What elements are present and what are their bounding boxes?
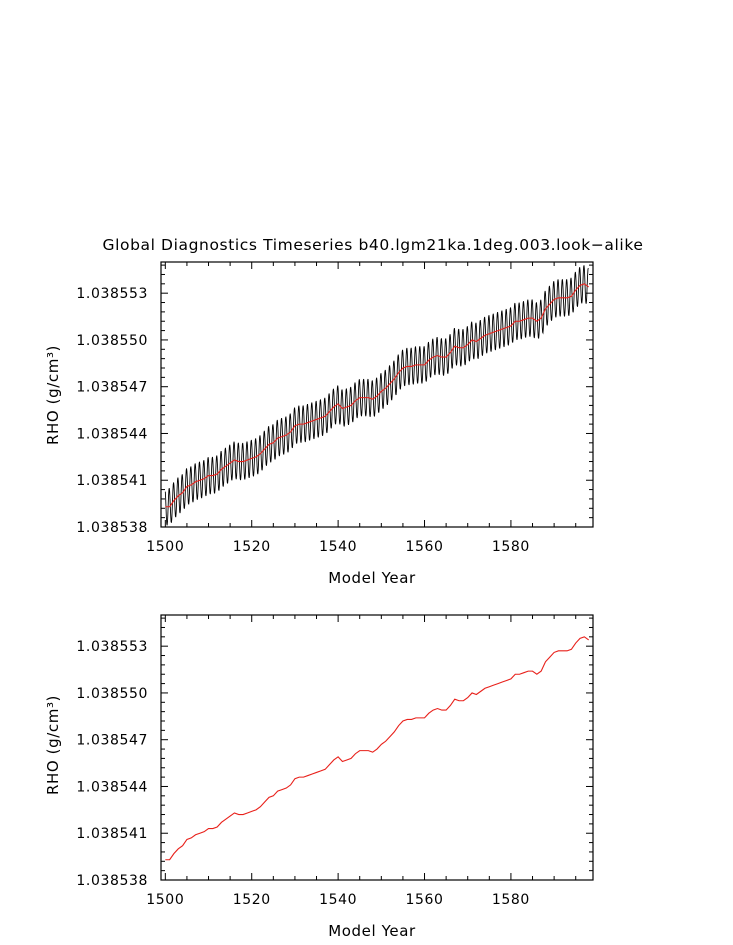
x-tick-label: 1540: [319, 892, 357, 908]
y-axis-label: RHO (g/cm³): [44, 345, 62, 445]
y-tick-label: 1.038541: [76, 473, 148, 489]
x-tick-label: 1540: [319, 539, 357, 555]
monthly-mean-line: [164, 265, 589, 526]
x-tick-label: 1560: [406, 892, 444, 908]
x-tick-label: 1580: [492, 539, 530, 555]
annual-mean-line: [165, 283, 590, 508]
y-tick-label: 1.038553: [76, 286, 148, 302]
plot-frame: [160, 614, 594, 881]
y-tick-label: 1.038538: [76, 520, 148, 536]
x-axis-label: Model Year: [328, 922, 416, 940]
y-tick-label: 1.038544: [76, 779, 148, 795]
y-tick-label: 1.038541: [76, 826, 148, 842]
y-tick-label: 1.038550: [76, 333, 148, 349]
annual-mean-line: [165, 636, 590, 861]
timeseries-panel-annual: RHO (g/cm³) Model Year 1500 1520 1540 1560 1…: [44, 614, 594, 940]
y-tick-label: 1.038547: [76, 380, 148, 396]
x-tick-label: 1520: [233, 539, 271, 555]
x-tick-label: 1580: [492, 892, 530, 908]
x-tick-label: 1500: [146, 539, 184, 555]
x-tick-label: 1500: [146, 892, 184, 908]
y-tick-label: 1.038550: [76, 686, 148, 702]
y-tick-label: 1.038553: [76, 639, 148, 655]
y-axis-label: RHO (g/cm³): [44, 695, 62, 795]
x-axis-label: Model Year: [328, 569, 416, 587]
figure-title: Global Diagnostics Timeseries b40.lgm21k…: [102, 236, 643, 254]
plot-frame: [160, 261, 594, 528]
y-tick-label: 1.038547: [76, 733, 148, 749]
y-tick-label: 1.038544: [76, 426, 148, 442]
y-tick-label: 1.038538: [76, 873, 148, 889]
timeseries-panel-monthly: RHO (g/cm³) Model Year 1500 1520 1540 1560 1…: [44, 261, 594, 587]
x-tick-label: 1560: [406, 539, 444, 555]
x-tick-label: 1520: [233, 892, 271, 908]
